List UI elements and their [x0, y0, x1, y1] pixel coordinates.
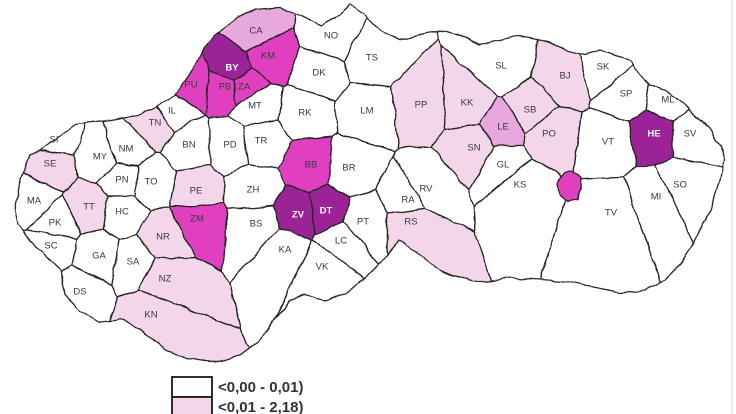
- svg-text:SO: SO: [673, 180, 687, 191]
- svg-text:MA: MA: [27, 196, 42, 207]
- svg-text:TS: TS: [366, 53, 378, 64]
- svg-text:PU: PU: [184, 80, 197, 91]
- svg-text:PB: PB: [219, 82, 232, 93]
- svg-text:BY: BY: [225, 63, 239, 74]
- svg-text:<0,00 - 0,01): <0,00 - 0,01): [218, 379, 303, 396]
- svg-text:HC: HC: [115, 207, 129, 218]
- svg-text:TN: TN: [149, 118, 162, 129]
- svg-text:GL: GL: [497, 160, 510, 171]
- svg-text:BB: BB: [305, 160, 318, 171]
- svg-text:PE: PE: [190, 186, 203, 197]
- svg-text:SA: SA: [127, 257, 140, 268]
- svg-text:MY: MY: [93, 152, 108, 163]
- svg-text:IL: IL: [168, 106, 176, 117]
- svg-text:SN: SN: [467, 143, 480, 154]
- svg-text:NO: NO: [324, 31, 338, 42]
- svg-text:BN: BN: [182, 140, 195, 151]
- svg-text:HE: HE: [647, 129, 660, 140]
- svg-text:SV: SV: [684, 129, 697, 140]
- svg-text:PP: PP: [415, 100, 428, 111]
- svg-text:CA: CA: [249, 26, 263, 37]
- svg-text:BR: BR: [342, 163, 355, 174]
- svg-text:SL: SL: [495, 61, 507, 72]
- svg-text:BJ: BJ: [559, 71, 570, 82]
- svg-text:<0,01 - 2,18): <0,01 - 2,18): [218, 399, 303, 414]
- svg-text:DT: DT: [320, 206, 333, 217]
- svg-text:TT: TT: [83, 202, 95, 213]
- svg-text:SP: SP: [620, 89, 633, 100]
- svg-text:GA: GA: [92, 251, 106, 262]
- svg-text:RS: RS: [404, 217, 417, 228]
- svg-text:NM: NM: [119, 144, 134, 155]
- svg-text:TR: TR: [255, 136, 268, 147]
- svg-text:ZA: ZA: [238, 82, 251, 93]
- svg-text:SE: SE: [44, 159, 57, 170]
- svg-text:BS: BS: [250, 219, 263, 230]
- svg-text:PO: PO: [542, 129, 556, 140]
- svg-text:SC: SC: [44, 241, 57, 252]
- svg-text:VK: VK: [316, 262, 329, 273]
- svg-text:KM: KM: [261, 51, 275, 62]
- svg-text:DS: DS: [73, 287, 86, 298]
- svg-text:MI: MI: [651, 192, 662, 203]
- svg-text:RV: RV: [419, 184, 433, 195]
- svg-text:MT: MT: [248, 101, 262, 112]
- svg-text:LC: LC: [335, 236, 347, 247]
- svg-text:VT: VT: [602, 137, 614, 148]
- svg-text:ZM: ZM: [190, 214, 204, 225]
- svg-text:PD: PD: [223, 140, 236, 151]
- svg-text:ZH: ZH: [247, 185, 260, 196]
- svg-text:LM: LM: [360, 106, 373, 117]
- svg-text:NZ: NZ: [159, 274, 172, 285]
- svg-text:TO: TO: [144, 177, 157, 188]
- svg-text:RA: RA: [401, 195, 415, 206]
- svg-text:SK: SK: [597, 62, 610, 73]
- svg-text:PK: PK: [49, 218, 62, 229]
- svg-text:ZV: ZV: [292, 210, 305, 221]
- svg-text:KN: KN: [144, 310, 157, 321]
- svg-text:PT: PT: [357, 217, 369, 228]
- svg-text:PN: PN: [115, 175, 128, 186]
- svg-text:LE: LE: [497, 122, 509, 133]
- svg-text:SI: SI: [50, 135, 59, 146]
- svg-text:TV: TV: [605, 208, 618, 219]
- svg-text:KS: KS: [514, 180, 527, 191]
- svg-text:KA: KA: [279, 245, 292, 256]
- svg-text:SB: SB: [524, 105, 537, 116]
- svg-text:RK: RK: [298, 108, 312, 119]
- svg-text:NR: NR: [156, 232, 170, 243]
- svg-text:ML: ML: [661, 95, 674, 106]
- svg-text:DK: DK: [312, 68, 326, 79]
- svg-text:KK: KK: [461, 98, 474, 109]
